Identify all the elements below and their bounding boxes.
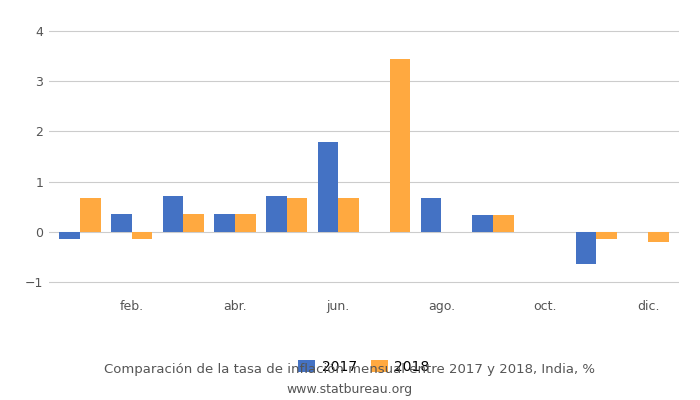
- Bar: [338, 198, 359, 232]
- Text: www.statbureau.org: www.statbureau.org: [287, 384, 413, 396]
- Bar: [648, 232, 668, 242]
- Bar: [390, 59, 410, 232]
- Bar: [162, 196, 183, 232]
- Bar: [575, 232, 596, 264]
- Bar: [132, 232, 153, 239]
- Bar: [318, 142, 338, 232]
- Bar: [183, 214, 204, 232]
- Bar: [421, 198, 442, 232]
- Bar: [493, 215, 514, 232]
- Bar: [266, 196, 286, 232]
- Bar: [473, 215, 493, 232]
- Bar: [214, 214, 235, 232]
- Bar: [235, 214, 256, 232]
- Bar: [596, 232, 617, 239]
- Bar: [60, 232, 80, 239]
- Bar: [111, 214, 132, 232]
- Bar: [286, 198, 307, 232]
- Bar: [80, 198, 101, 232]
- Text: Comparación de la tasa de inflación mensual entre 2017 y 2018, India, %: Comparación de la tasa de inflación mens…: [104, 364, 596, 376]
- Legend: 2017, 2018: 2017, 2018: [293, 354, 435, 379]
